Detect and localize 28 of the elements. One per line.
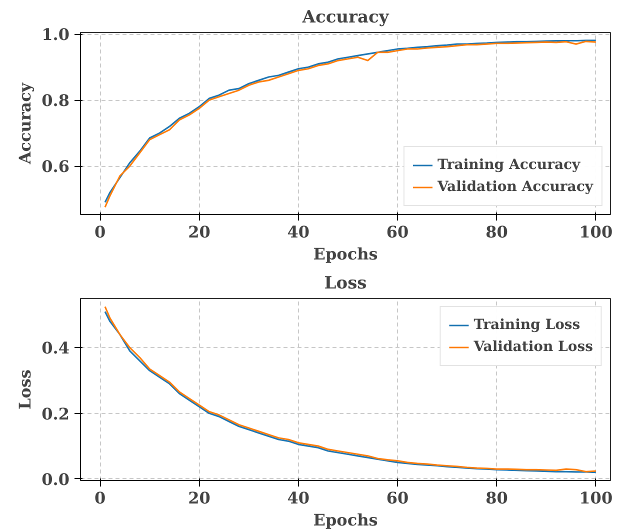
x-tick-label: 100 bbox=[579, 222, 613, 242]
y-tick-label: 0.4 bbox=[42, 338, 70, 358]
legend-label: Validation Accuracy bbox=[437, 179, 593, 195]
y-tick-label: 0.0 bbox=[42, 470, 70, 489]
y-tick-label: 0.2 bbox=[42, 404, 70, 424]
x-tick-label: 60 bbox=[386, 222, 409, 242]
legend-label: Training Accuracy bbox=[437, 157, 580, 173]
x-tick-label: 0 bbox=[94, 488, 106, 508]
x-tick-label: 40 bbox=[287, 222, 310, 242]
chart-title: Loss bbox=[324, 274, 367, 294]
y-tick-label: 0.6 bbox=[42, 157, 70, 176]
x-tick-label: 20 bbox=[188, 222, 210, 242]
chart-title: Accuracy bbox=[301, 8, 390, 28]
x-tick-label: 20 bbox=[188, 488, 210, 508]
x-tick-label: 80 bbox=[486, 222, 508, 242]
y-axis-title: Loss bbox=[16, 370, 35, 410]
x-tick-label: 60 bbox=[386, 488, 409, 508]
y-tick-label: 1.0 bbox=[42, 25, 70, 44]
y-axis-title: Accuracy bbox=[16, 82, 35, 166]
x-tick-label: 0 bbox=[94, 222, 106, 242]
x-tick-label: 40 bbox=[287, 488, 310, 508]
y-tick-label: 0.8 bbox=[42, 91, 70, 110]
x-tick-label: 100 bbox=[579, 488, 613, 508]
x-axis-title: Epochs bbox=[313, 510, 378, 530]
x-axis-title: Epochs bbox=[313, 244, 378, 264]
legend-label: Validation Loss bbox=[474, 339, 593, 355]
x-tick-label: 80 bbox=[486, 488, 508, 508]
legend-label: Training Loss bbox=[474, 317, 580, 333]
